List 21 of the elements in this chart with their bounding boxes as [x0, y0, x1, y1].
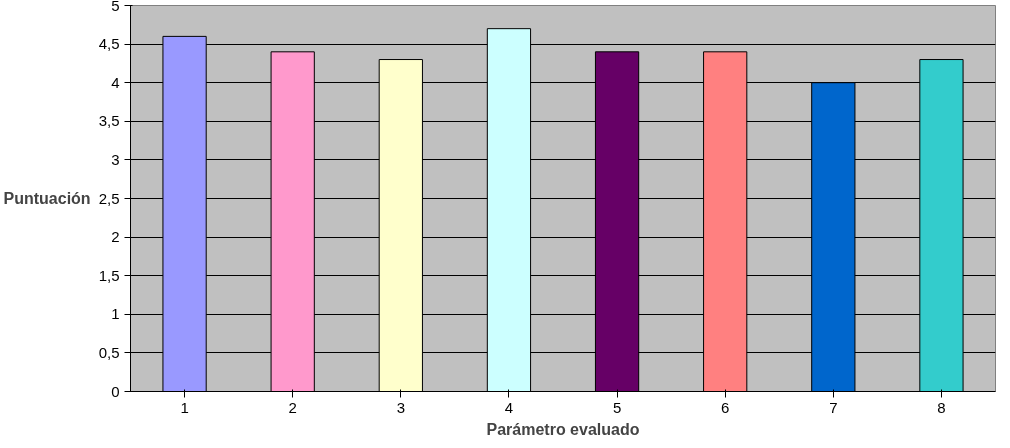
y-tick-label: 3,5 [98, 112, 120, 130]
x-tick-label: 6 [721, 398, 730, 416]
y-tick-label: 1,5 [98, 266, 120, 284]
x-tick-label: 8 [937, 398, 946, 416]
y-tick-label: 4 [111, 73, 120, 91]
y-tick-label: 2 [111, 228, 120, 246]
x-tick-label: 3 [396, 398, 405, 416]
y-tick-label: 0 [111, 382, 120, 400]
y-tick-label: 2,5 [98, 189, 120, 207]
x-tick-label: 5 [612, 398, 622, 416]
x-axis-title: Parámetro evaluado [486, 420, 640, 438]
y-tick-label: 3 [111, 150, 120, 168]
y-tick-label: 5 [111, 0, 120, 14]
x-tick-label: 2 [288, 398, 297, 416]
x-tick-label: 7 [829, 398, 838, 416]
y-axis-title: Puntuación [3, 190, 91, 207]
x-tick-label: 1 [180, 398, 189, 416]
y-tick-label: 0,5 [98, 343, 120, 361]
y-tick-label: 1 [111, 305, 120, 323]
y-tick-label: 4,5 [98, 35, 120, 53]
x-tick-label: 4 [504, 398, 514, 416]
